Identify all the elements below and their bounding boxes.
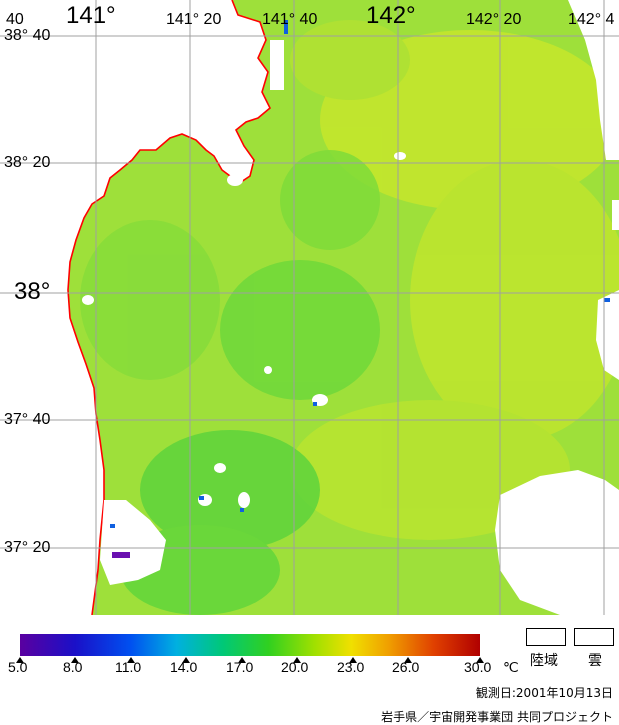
lon-label-141-20: 141° 20 [166,11,222,28]
credit-line: 岩手県／宇宙開発事業団 共同プロジェクト [381,710,613,724]
tick-label-20: 20.0 [281,659,309,675]
tick-label-26: 26.0 [392,659,420,675]
tick-mark [476,657,484,663]
cloud-edge-purple [112,552,130,558]
cloud-edge-pixels [110,20,610,528]
lat-label-38-40: 38° 40 [4,27,51,44]
tick-label-5: 5.0 [8,659,28,675]
land-key-label: 陸域 [530,653,558,669]
cloud-key-swatch [574,628,614,646]
graticule [0,0,619,615]
temperature-colorbar [20,634,480,656]
tick-label-8: 8.0 [63,659,83,675]
lon-label-141-40: 141° 40 [262,11,318,28]
tick-mark [16,657,24,663]
tick-label-11: 11.0 [115,659,142,675]
tick-label-14: 14.0 [170,659,198,675]
land-area [0,0,270,615]
lon-label-142-20: 142° 20 [466,11,522,28]
cloud-key-label: 雲 [588,653,602,669]
tick-mark [182,657,190,663]
lon-label-142: 142° [366,2,416,29]
tick-mark [349,657,357,663]
coastline [67,0,271,615]
lon-label-141: 141° [66,2,116,29]
land-key-swatch [526,628,566,646]
tick-label-23: 23.0 [337,659,365,675]
tick-mark [293,657,301,663]
tick-mark [71,657,79,663]
lat-label-38-20: 38° 20 [4,154,51,171]
tick-label-30: 30.0 [464,659,492,675]
sea-surface-temperature-map: 141° 141° 20 141° 40 142° 142° 20 142° 4… [0,0,619,615]
unit-label: ℃ [503,659,519,675]
tick-mark [404,657,412,663]
tick-mark [127,657,135,663]
tick-label-17: 17.0 [226,659,254,675]
warm-water-patches [290,20,619,540]
observation-date: 観測日:2001年10月13日 [475,686,613,700]
cloud-patches [82,0,619,615]
lat-label-37-40: 37° 40 [4,411,51,428]
lat-label-38: 38° [14,278,51,305]
tick-mark [238,657,246,663]
lat-label-37-20: 37° 20 [4,539,51,556]
corner-label: 40 [6,11,24,28]
lon-label-142-40: 142° 4 [568,11,615,28]
